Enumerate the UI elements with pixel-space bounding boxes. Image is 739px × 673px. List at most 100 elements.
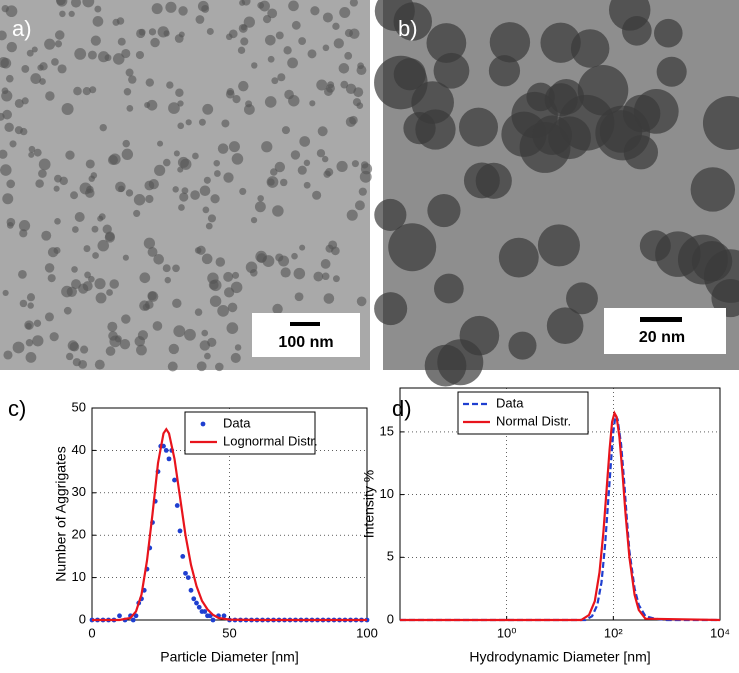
particle — [498, 237, 539, 278]
legend-label: Lognormal Distr. — [223, 433, 318, 448]
particle — [61, 285, 73, 298]
particle — [53, 185, 60, 192]
particle — [231, 153, 244, 165]
particle — [287, 57, 298, 69]
particle — [147, 247, 158, 257]
particle — [109, 279, 120, 289]
scale-box — [604, 308, 726, 354]
particle — [234, 344, 242, 351]
x-tick-label: 10² — [604, 625, 623, 640]
particle — [114, 335, 122, 343]
particle — [356, 296, 367, 307]
particle — [174, 34, 184, 43]
particle — [145, 194, 154, 204]
particle — [261, 141, 273, 153]
particle — [118, 185, 125, 193]
particle — [199, 340, 211, 351]
particle — [173, 325, 186, 338]
particle — [54, 218, 61, 225]
scale-bar — [640, 317, 682, 322]
y-tick-label: 40 — [72, 442, 86, 457]
particle — [237, 46, 246, 54]
particle — [0, 164, 12, 176]
particle — [5, 74, 14, 83]
particle — [0, 30, 7, 41]
particle — [107, 321, 118, 332]
particle — [264, 34, 276, 46]
particle — [393, 2, 433, 41]
particle — [31, 46, 38, 53]
particle — [537, 224, 580, 267]
particle — [166, 81, 174, 89]
particle — [217, 143, 229, 154]
particle — [240, 24, 247, 31]
data-point — [130, 617, 136, 623]
particle — [21, 65, 30, 73]
particle — [47, 274, 56, 283]
particle — [354, 200, 365, 211]
particle — [267, 55, 275, 63]
particle — [82, 0, 95, 8]
particle — [184, 328, 196, 341]
particle — [546, 307, 584, 345]
particle — [230, 281, 243, 294]
particle — [54, 30, 65, 40]
legend-label: Data — [496, 395, 524, 410]
particle — [56, 0, 68, 7]
particle — [106, 289, 113, 296]
particle — [297, 165, 307, 175]
particle — [105, 346, 116, 356]
particle — [25, 338, 34, 347]
particle — [288, 0, 299, 12]
scale-box — [252, 313, 360, 357]
particle — [540, 22, 581, 63]
particle — [232, 95, 241, 104]
particle — [119, 339, 131, 350]
particle — [194, 308, 203, 316]
particle — [61, 102, 74, 115]
particle — [57, 64, 67, 74]
particle — [299, 244, 306, 251]
particle — [349, 28, 360, 39]
particle — [150, 37, 160, 48]
particle — [230, 352, 241, 363]
data-point — [174, 503, 180, 508]
particle — [192, 152, 199, 160]
particle — [278, 255, 290, 267]
particle — [2, 193, 14, 205]
particle — [97, 215, 104, 222]
particle — [74, 211, 85, 222]
particle — [87, 50, 97, 60]
particle — [121, 314, 131, 324]
series-line — [400, 410, 721, 622]
particle — [198, 118, 206, 126]
x-tick-label: 0 — [88, 625, 95, 640]
particle — [310, 6, 320, 16]
particle — [280, 178, 288, 187]
particle — [125, 68, 134, 77]
particle — [251, 62, 258, 69]
particle — [204, 352, 211, 360]
particle — [356, 102, 364, 109]
particle — [146, 99, 158, 111]
particle — [209, 295, 222, 307]
particle — [38, 169, 47, 178]
particle — [223, 271, 234, 282]
particle — [217, 305, 229, 317]
particle — [88, 275, 95, 283]
particle — [90, 35, 101, 46]
particle — [463, 162, 500, 199]
particle — [73, 86, 82, 96]
particle — [175, 88, 184, 97]
particle — [92, 16, 104, 27]
particle — [298, 37, 307, 45]
particle — [91, 225, 99, 233]
particle — [272, 205, 284, 217]
particle — [264, 96, 277, 108]
particle — [312, 190, 322, 200]
particle — [207, 214, 217, 223]
particle — [54, 40, 63, 48]
particle — [19, 299, 28, 308]
particle — [70, 0, 82, 8]
particle — [59, 10, 66, 18]
